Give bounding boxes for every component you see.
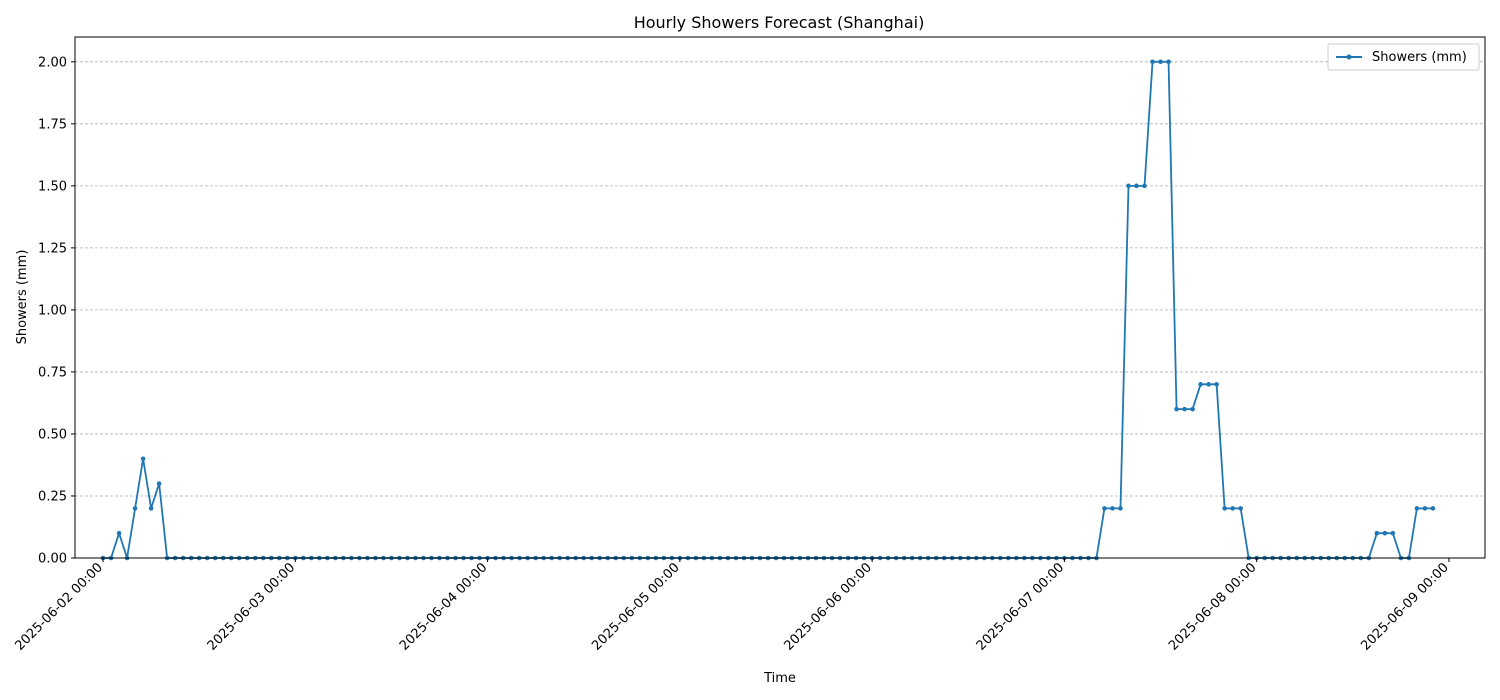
y-tick-label: 1.25 [38, 241, 67, 256]
data-point [1214, 382, 1219, 387]
legend-box [1327, 43, 1480, 71]
x-tick-label: 2025-06-04 00:00 [397, 560, 490, 653]
data-point [1414, 506, 1420, 511]
data-point [1174, 406, 1179, 412]
y-tick-label: 0.00 [38, 552, 67, 567]
y-gridlines [75, 61, 1485, 497]
data-point [1126, 183, 1131, 189]
x-tick-label: 2025-06-08 00:00 [1166, 560, 1259, 653]
data-point [1166, 59, 1171, 65]
plot-frame [74, 36, 1486, 559]
x-axis-label: Time [763, 671, 796, 686]
y-tick-label: 0.25 [38, 489, 67, 504]
data-point [1422, 506, 1428, 511]
data-point [1198, 382, 1203, 387]
data-point [148, 506, 154, 511]
data-point [1158, 59, 1163, 65]
data-point [156, 481, 162, 486]
x-tick-label: 2025-06-06 00:00 [782, 560, 875, 653]
legend: Showers (mm) [1327, 43, 1480, 71]
y-axis-label: Showers (mm) [15, 250, 30, 345]
data-point [1382, 530, 1388, 536]
data-point [1238, 506, 1243, 511]
data-point [1222, 506, 1227, 511]
data-point [1110, 506, 1115, 511]
data-point [1374, 530, 1380, 536]
data-point [1230, 506, 1235, 511]
data-point [116, 530, 122, 536]
data-point [1102, 506, 1107, 511]
legend-marker-swatch [1346, 54, 1352, 60]
legend-label: Showers (mm) [1372, 50, 1467, 65]
x-tick-label: 2025-06-07 00:00 [974, 560, 1067, 653]
data-point [1118, 506, 1123, 511]
y-tick-label: 1.50 [38, 179, 67, 194]
data-point [132, 506, 138, 511]
x-tick-label: 2025-06-03 00:00 [205, 560, 298, 653]
data-point [1206, 382, 1211, 387]
data-point [1134, 183, 1139, 189]
data-point [1150, 59, 1155, 65]
data-point [1430, 506, 1436, 511]
y-tick-label: 0.50 [38, 427, 67, 442]
x-axis: 2025-06-02 00:00 2025-06-03 00:00 2025-06-… [12, 558, 1452, 654]
data-point [140, 456, 146, 462]
y-axis: 0.00 0.25 0.50 0.75 1.00 1.25 1.50 1.75 2.00 [38, 55, 75, 567]
y-tick-label: 1.75 [38, 117, 67, 132]
data-point [1142, 183, 1147, 189]
x-tick-label: 2025-06-05 00:00 [589, 560, 682, 653]
chart-title: Hourly Showers Forecast (Shanghai) [634, 13, 925, 32]
data-point [1190, 406, 1195, 412]
y-tick-label: 0.75 [38, 365, 67, 380]
data-point [1390, 530, 1396, 536]
y-tick-label: 1.00 [38, 303, 67, 318]
data-point [1182, 406, 1187, 412]
x-tick-label: 2025-06-02 00:00 [12, 560, 105, 653]
x-tick-label: 2025-06-09 00:00 [1358, 560, 1451, 653]
y-tick-label: 2.00 [38, 55, 67, 70]
